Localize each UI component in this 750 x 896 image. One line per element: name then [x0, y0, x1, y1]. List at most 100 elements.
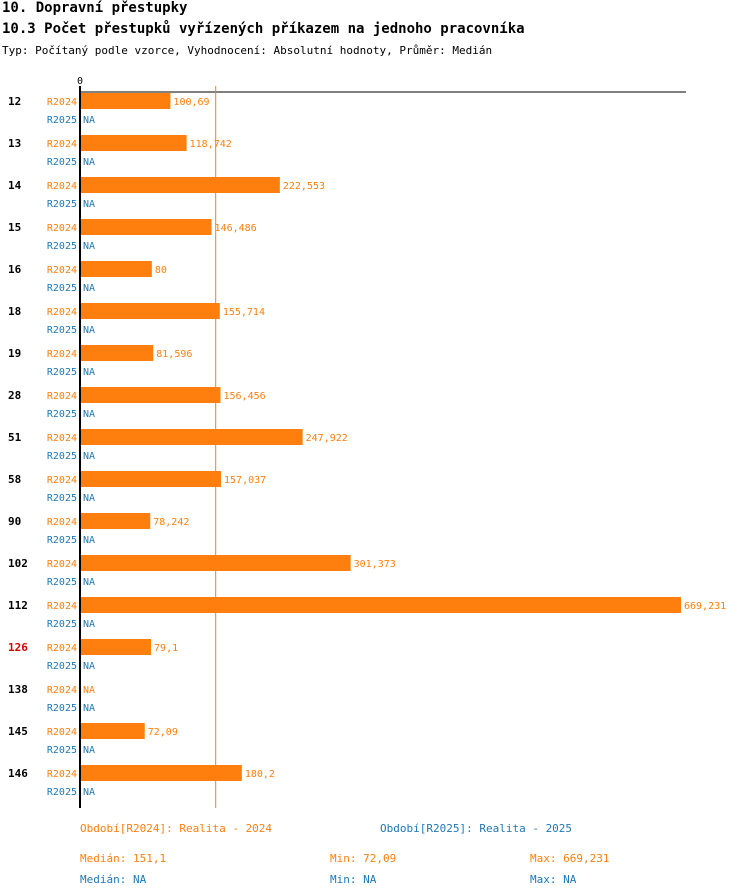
data-label-r2024-13: 118,742: [190, 139, 232, 150]
data-label-r2024-19: 81,596: [156, 349, 192, 360]
bar-r2024-51: [80, 429, 303, 445]
max-r2025: Max: NA: [530, 873, 577, 886]
bar-r2024-18: [80, 303, 220, 319]
series-label-r2025: R2025: [47, 535, 77, 546]
category-label-112: 112: [8, 599, 28, 612]
data-label-r2025-102: NA: [83, 577, 95, 588]
series-label-r2024: R2024: [47, 433, 77, 444]
bar-r2024-19: [80, 345, 154, 361]
category-label-138: 138: [8, 683, 28, 696]
legend-r2025: Období[R2025]: Realita - 2025: [380, 822, 573, 835]
data-label-r2025-146: NA: [83, 787, 95, 798]
data-label-r2024-58: 157,037: [224, 475, 266, 486]
page-title: 10. Dopravní přestupky: [2, 0, 188, 16]
data-label-r2025-126: NA: [83, 661, 95, 672]
series-label-r2024: R2024: [47, 349, 77, 360]
bar-r2024-28: [80, 387, 221, 403]
category-label-18: 18: [8, 305, 21, 318]
series-label-r2024: R2024: [47, 559, 77, 570]
chart-description: Typ: Počítaný podle vzorce, Vyhodnocení:…: [2, 44, 493, 57]
series-label-r2024: R2024: [47, 517, 77, 528]
series-label-r2025: R2025: [47, 115, 77, 126]
data-label-r2025-18: NA: [83, 325, 95, 336]
series-label-r2024: R2024: [47, 685, 77, 696]
category-label-51: 51: [8, 431, 22, 444]
bar-r2024-12: [80, 93, 171, 109]
series-label-r2024: R2024: [47, 769, 77, 780]
bar-r2024-14: [80, 177, 280, 193]
bar-r2024-16: [80, 261, 152, 277]
category-label-58: 58: [8, 473, 21, 486]
data-label-r2025-16: NA: [83, 283, 95, 294]
bar-r2024-58: [80, 471, 222, 487]
series-label-r2025: R2025: [47, 619, 77, 630]
data-label-r2024-51: 247,922: [306, 433, 348, 444]
series-label-r2025: R2025: [47, 199, 77, 210]
data-label-r2024-14: 222,553: [283, 181, 325, 192]
series-label-r2024: R2024: [47, 139, 77, 150]
series-label-r2024: R2024: [47, 181, 77, 192]
series-label-r2024: R2024: [47, 643, 77, 654]
data-label-r2024-15: 146,486: [215, 223, 257, 234]
category-label-13: 13: [8, 137, 21, 150]
series-label-r2025: R2025: [47, 787, 77, 798]
series-label-r2024: R2024: [47, 727, 77, 738]
series-label-r2025: R2025: [47, 745, 77, 756]
data-label-r2025-51: NA: [83, 451, 95, 462]
data-label-r2025-12: NA: [83, 115, 95, 126]
chart-title: 10.3 Počet přestupků vyřízených příkazem…: [2, 21, 525, 37]
max-r2024: Max: 669,231: [530, 852, 610, 865]
category-label-12: 12: [8, 95, 21, 108]
category-label-15: 15: [8, 221, 21, 234]
series-label-r2024: R2024: [47, 97, 77, 108]
category-label-28: 28: [8, 389, 21, 402]
series-label-r2025: R2025: [47, 493, 77, 504]
category-label-126: 126: [8, 641, 28, 654]
series-label-r2024: R2024: [47, 391, 77, 402]
series-label-r2024: R2024: [47, 307, 77, 318]
series-label-r2025: R2025: [47, 157, 77, 168]
data-label-r2024-102: 301,373: [354, 559, 396, 570]
bar-r2024-13: [80, 135, 187, 151]
legend-r2024: Období[R2024]: Realita - 2024: [80, 822, 273, 835]
series-label-r2024: R2024: [47, 223, 77, 234]
category-label-19: 19: [8, 347, 21, 360]
category-label-102: 102: [8, 557, 28, 570]
series-label-r2025: R2025: [47, 325, 77, 336]
series-label-r2025: R2025: [47, 283, 77, 294]
series-label-r2025: R2025: [47, 451, 77, 462]
data-label-r2025-15: NA: [83, 241, 95, 252]
data-label-r2024-18: 155,714: [223, 307, 265, 318]
bar-r2024-146: [80, 765, 242, 781]
bar-r2024-145: [80, 723, 145, 739]
series-label-r2025: R2025: [47, 577, 77, 588]
bar-r2024-126: [80, 639, 152, 655]
series-label-r2025: R2025: [47, 703, 77, 714]
data-label-r2025-19: NA: [83, 367, 95, 378]
median-r2025: Medián: NA: [80, 873, 147, 886]
bar-chart: 0 12 R2024 R2025 100,69 NA 13 R2024 R2025 118,742…: [8, 76, 726, 808]
data-label-r2025-13: NA: [83, 157, 95, 168]
series-label-r2024: R2024: [47, 265, 77, 276]
min-r2025: Min: NA: [330, 873, 377, 886]
series-label-r2024: R2024: [47, 475, 77, 486]
data-label-r2024-146: 180,2: [245, 769, 275, 780]
data-label-r2024-138: NA: [83, 685, 95, 696]
data-label-r2025-138: NA: [83, 703, 95, 714]
series-label-r2025: R2025: [47, 241, 77, 252]
series-label-r2024: R2024: [47, 601, 77, 612]
category-label-90: 90: [8, 515, 21, 528]
data-label-r2025-14: NA: [83, 199, 95, 210]
data-label-r2024-145: 72,09: [148, 727, 178, 738]
series-label-r2025: R2025: [47, 661, 77, 672]
axis-zero-label: 0: [77, 76, 83, 87]
data-label-r2025-58: NA: [83, 493, 95, 504]
data-label-r2024-12: 100,69: [173, 97, 209, 108]
data-label-r2025-90: NA: [83, 535, 95, 546]
series-label-r2025: R2025: [47, 409, 77, 420]
data-label-r2024-112: 669,231: [684, 601, 726, 612]
min-r2024: Min: 72,09: [330, 852, 397, 865]
category-label-14: 14: [8, 179, 22, 192]
data-label-r2024-90: 78,242: [153, 517, 189, 528]
bar-r2024-15: [80, 219, 212, 235]
